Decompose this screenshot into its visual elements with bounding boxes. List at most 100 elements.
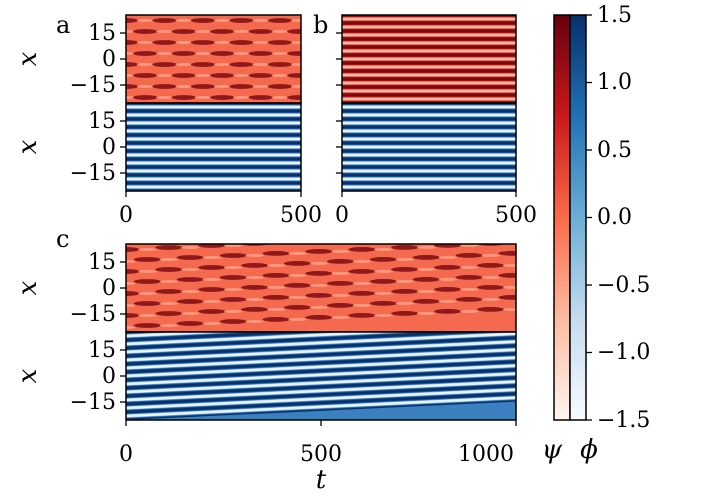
heatmap-light-spot: [352, 303, 372, 307]
heatmap-light-spot: [159, 280, 179, 283]
heatmap-light-spot: [194, 96, 212, 99]
heatmap-light-spot: [213, 63, 231, 66]
heatmap-light-spot: [252, 41, 270, 44]
heatmap-light-spot: [271, 52, 289, 55]
heatmap-spot: [476, 285, 505, 290]
heatmap-light-spot: [288, 273, 307, 277]
heatmap-spot: [133, 51, 158, 56]
heatmap-spot: [267, 62, 293, 67]
heatmap-spot: [455, 253, 483, 258]
heatmap-light-spot: [156, 74, 173, 77]
heatmap-light-spot: [288, 317, 307, 321]
heatmap-spot: [133, 323, 162, 328]
heatmap-light-spot: [175, 19, 193, 22]
heatmap-spot: [412, 277, 440, 282]
heatmap-light-spot: [223, 310, 243, 313]
heatmap-spot: [391, 267, 419, 272]
heatmap-content: [126, 15, 331, 103]
colorbar-psi: [553, 14, 571, 421]
heatmap-light-spot: [290, 19, 301, 22]
heatmap-spot: [456, 231, 483, 236]
heatmap-spot: [305, 249, 333, 254]
heatmap-spot: [229, 40, 254, 45]
heatmap-spot: [152, 18, 177, 23]
heatmap-light-spot: [309, 261, 329, 265]
heatmap-light-spot: [138, 292, 157, 295]
heatmap-light-spot: [202, 278, 222, 281]
heatmap-spot: [176, 277, 204, 282]
heatmap-spot: [283, 261, 312, 266]
heatmap-light-spot: [194, 30, 212, 33]
heatmap-spot: [241, 307, 269, 312]
panel-a-label: a: [56, 11, 70, 39]
panel-a-psi-ytick-0: 0: [102, 47, 116, 72]
heatmap-light-spot: [524, 296, 543, 299]
heatmap-light-spot: [245, 298, 265, 301]
heatmap-light-spot: [331, 315, 350, 319]
heatmap-spot: [210, 95, 235, 100]
colorbar-tick-1p5: 1.5: [597, 3, 632, 28]
heatmap-light-spot: [395, 279, 415, 283]
heatmap-light-spot: [309, 283, 329, 287]
heatmap-light-spot: [353, 238, 372, 241]
panel-c: c x x 15 0 −15 15 0 −15 0 500 1000 t: [13, 225, 543, 495]
heatmap-spot: [283, 305, 312, 310]
panel-b: b 0 500: [313, 11, 537, 228]
heatmap-spot: [287, 73, 301, 78]
heatmap-light-spot: [156, 52, 173, 55]
panel-c-ylabel-phi: x: [13, 368, 43, 383]
heatmap-light-spot: [126, 282, 136, 285]
heatmap-spot: [434, 265, 462, 270]
heatmap-spot: [498, 295, 516, 300]
heatmap-spot: [284, 239, 311, 244]
heatmap-light-spot: [416, 311, 436, 315]
heatmap-spot: [219, 297, 247, 302]
heatmap-spot: [306, 62, 331, 67]
heatmap-light-spot: [481, 253, 500, 257]
heatmap-spot: [171, 29, 197, 34]
heatmap-light-spot: [416, 289, 436, 293]
heatmap-spot: [176, 255, 204, 260]
heatmap-light-spot: [126, 30, 135, 33]
heatmap-spot: [210, 29, 235, 34]
heatmap-stripes: [342, 103, 516, 191]
heatmap-spot: [152, 40, 177, 45]
heatmap-spot: [219, 275, 247, 280]
heatmap-light-spot: [233, 30, 250, 33]
heatmap-light-spot: [331, 293, 350, 297]
heatmap-spot: [198, 309, 226, 314]
heatmap-light-spot: [180, 290, 200, 293]
heatmap-light-spot: [416, 267, 436, 271]
heatmap-light-spot: [310, 74, 327, 77]
panel-c-phi-ytick-0: 0: [102, 364, 116, 389]
heatmap-spot: [190, 62, 216, 67]
colorbar-tick-0p0: 0.0: [597, 205, 632, 230]
panel-c-ylabel-psi: x: [13, 280, 43, 295]
panel-b-label: b: [313, 11, 328, 39]
heatmap-light-spot: [159, 302, 179, 305]
panel-b-psi-heatmap: [341, 14, 517, 104]
heatmap-spot: [198, 244, 226, 248]
heatmap-spot: [326, 281, 355, 286]
heatmap-light-spot: [194, 52, 212, 55]
heatmap-light-spot: [481, 232, 500, 235]
heatmap-spot: [133, 95, 158, 100]
heatmap-spot: [369, 301, 398, 306]
panel-a-phi-ytick-m15: −15: [70, 161, 116, 186]
heatmap-light-spot: [374, 247, 393, 251]
heatmap-spot: [348, 291, 376, 296]
heatmap-light-spot: [438, 234, 457, 237]
heatmap-spot: [126, 40, 139, 45]
panel-b-phi-heatmap: [341, 102, 517, 192]
heatmap-light-spot: [310, 240, 329, 243]
panel-a-psi-ytick-15: 15: [88, 21, 116, 46]
heatmap-spot: [267, 40, 293, 45]
heatmap-light-spot: [481, 275, 500, 279]
heatmap-light-spot: [180, 246, 200, 249]
heatmap-spot: [190, 18, 216, 23]
heatmap-spot: [305, 293, 333, 298]
heatmap-content: [126, 103, 301, 191]
heatmap-spot: [171, 51, 197, 56]
colorbar-tick-0p5: 0.5: [597, 138, 632, 163]
